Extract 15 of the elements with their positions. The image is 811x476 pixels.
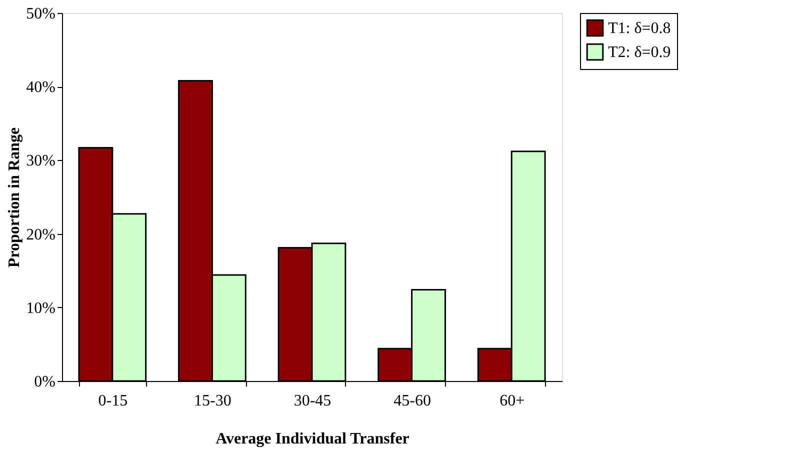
x-tick-label: 15-30 [194,392,232,410]
y-axis-title: Proportion in Range [6,127,24,268]
x-tick-label: 45-60 [394,392,431,410]
x-tick-label: 30-45 [294,392,332,410]
y-tick-label: 50% [26,6,56,22]
x-tick-label: 0-15 [98,392,128,410]
x-tick-label: 60+ [500,392,525,410]
y-tick-label: 0% [34,374,56,390]
y-tick-label: 30% [26,152,56,170]
legend-label: T2: δ=0.9 [608,44,671,61]
x-axis-title: Average Individual Transfer [216,430,410,448]
y-tick-label: 40% [26,79,56,96]
y-tick-label: 20% [26,226,56,244]
y-tick-label: 10% [26,300,56,317]
legend-label: T1: δ=0.8 [608,20,671,37]
